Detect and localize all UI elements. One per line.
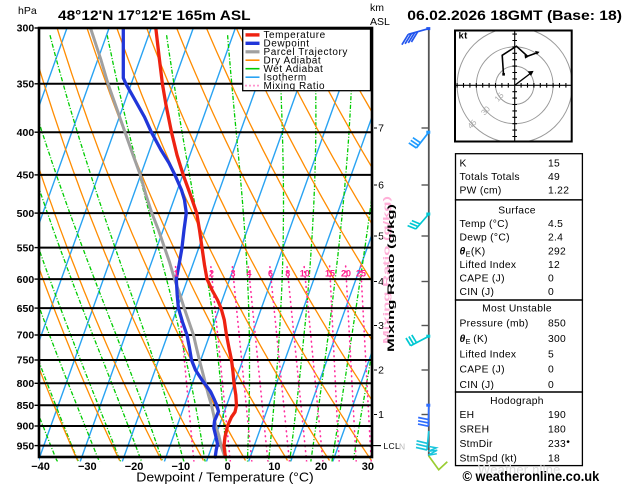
svg-text:190: 190: [548, 410, 566, 421]
svg-text:400: 400: [17, 127, 35, 139]
svg-text:6: 6: [268, 268, 273, 278]
svg-text:15: 15: [548, 159, 560, 170]
svg-text:θE(K): θE(K): [460, 246, 486, 258]
svg-text:20: 20: [315, 461, 327, 473]
svg-text:Surface: Surface: [498, 205, 536, 216]
svg-text:hPa: hPa: [18, 5, 37, 17]
svg-text:SREH: SREH: [460, 425, 490, 436]
svg-text:Lifted Index: Lifted Index: [460, 260, 517, 271]
svg-text:6: 6: [378, 180, 384, 192]
svg-text:650: 650: [17, 303, 35, 315]
svg-text:3: 3: [378, 320, 384, 332]
svg-text:8: 8: [285, 268, 290, 278]
svg-text:Pressure (mb): Pressure (mb): [460, 319, 529, 330]
svg-text:kt: kt: [459, 31, 469, 42]
svg-text:12: 12: [548, 260, 560, 271]
svg-text:49: 49: [548, 172, 560, 183]
svg-text:450: 450: [17, 170, 35, 182]
svg-text:StmSpd (kt): StmSpd (kt): [460, 453, 518, 464]
svg-text:Temp (°C): Temp (°C): [460, 219, 509, 230]
svg-text:0: 0: [225, 461, 231, 473]
svg-text:θE (K): θE (K): [460, 334, 488, 346]
svg-text:950: 950: [17, 440, 35, 452]
svg-text:−30: −30: [78, 461, 97, 473]
svg-text:−10: −10: [171, 461, 190, 473]
svg-text:Weather nline: Weather nline: [478, 462, 561, 477]
svg-text:18: 18: [548, 453, 560, 464]
svg-text:Dry Adiabat: Dry Adiabat: [264, 56, 322, 67]
svg-text:2.4: 2.4: [548, 233, 563, 244]
svg-text:CIN (J): CIN (J): [460, 287, 495, 298]
svg-text:900: 900: [17, 421, 35, 433]
svg-text:1: 1: [174, 268, 179, 278]
svg-text:LCL: LCL: [384, 441, 401, 451]
svg-text:850: 850: [17, 400, 35, 412]
svg-text:2: 2: [378, 365, 384, 377]
svg-text:0: 0: [548, 274, 554, 285]
svg-text:1.22: 1.22: [548, 186, 569, 197]
svg-text:15: 15: [325, 268, 335, 278]
svg-text:300: 300: [548, 334, 566, 345]
svg-text:10: 10: [268, 461, 280, 473]
svg-text:550: 550: [17, 242, 35, 254]
svg-text:700: 700: [17, 330, 35, 342]
svg-text:km: km: [370, 2, 384, 14]
svg-text:Mixing Ratio: Mixing Ratio: [264, 81, 326, 92]
svg-text:Mixing Ratio (g/kg): Mixing Ratio (g/kg): [386, 204, 397, 352]
svg-text:4: 4: [246, 268, 251, 278]
svg-text:5: 5: [548, 349, 554, 360]
svg-text:0: 0: [548, 380, 554, 391]
svg-text:4: 4: [378, 276, 384, 288]
svg-text:CIN (J): CIN (J): [460, 380, 495, 391]
svg-text:CAPE (J): CAPE (J): [460, 274, 505, 285]
svg-text:7: 7: [378, 123, 384, 135]
svg-text:180: 180: [548, 425, 566, 436]
svg-text:K: K: [460, 159, 467, 170]
svg-text:3: 3: [230, 268, 235, 278]
svg-text:−40: −40: [31, 461, 50, 473]
svg-text:EH: EH: [460, 410, 475, 421]
svg-text:StmDir: StmDir: [460, 439, 494, 450]
svg-text:30: 30: [362, 461, 374, 473]
svg-text:Hodograph: Hodograph: [490, 396, 544, 407]
svg-text:© weatheronline.co.uk: © weatheronline.co.uk: [463, 468, 600, 484]
svg-text:48°12'N 17°12'E 165m ASL: 48°12'N 17°12'E 165m ASL: [58, 7, 251, 23]
svg-text:292: 292: [548, 246, 566, 257]
svg-text:Isotherm: Isotherm: [264, 72, 307, 83]
svg-text:20: 20: [341, 268, 351, 278]
svg-text:1: 1: [378, 409, 384, 421]
svg-text:600: 600: [17, 274, 35, 286]
svg-text:500: 500: [17, 208, 35, 220]
svg-text:06.02.2026 18GMT (Base: 18): 06.02.2026 18GMT (Base: 18): [407, 7, 622, 23]
svg-text:Dewpoint / Temperature (°C): Dewpoint / Temperature (°C): [136, 469, 313, 484]
svg-text:0: 0: [548, 287, 554, 298]
svg-text:Totals Totals: Totals Totals: [460, 172, 520, 183]
svg-text:Most Unstable: Most Unstable: [482, 303, 552, 314]
svg-text:PW (cm): PW (cm): [460, 186, 502, 197]
svg-text:Lifted Index: Lifted Index: [460, 349, 517, 360]
svg-text:10: 10: [300, 268, 310, 278]
svg-text:ASL: ASL: [370, 16, 390, 28]
svg-text:800: 800: [17, 378, 35, 390]
svg-text:0: 0: [548, 365, 554, 376]
svg-text:850: 850: [548, 319, 566, 330]
svg-text:CAPE (J): CAPE (J): [460, 365, 505, 376]
svg-text:Temperature: Temperature: [264, 30, 326, 41]
svg-text:750: 750: [17, 355, 35, 367]
svg-text:350: 350: [17, 79, 35, 91]
svg-text:−20: −20: [125, 461, 144, 473]
svg-text:Dewpoint: Dewpoint: [264, 39, 310, 50]
svg-text:300: 300: [17, 23, 35, 35]
svg-text:Parcel Trajectory: Parcel Trajectory: [264, 47, 348, 58]
svg-text:Mixing Ratio (g/kg): Mixing Ratio (g/kg): [382, 196, 393, 344]
svg-text:2: 2: [209, 268, 214, 278]
svg-text:25: 25: [356, 268, 366, 278]
svg-text:233●: 233●: [548, 438, 570, 450]
svg-text:Dewp (°C): Dewp (°C): [460, 233, 510, 244]
svg-text:5: 5: [378, 231, 384, 243]
svg-text:4.5: 4.5: [548, 219, 563, 230]
svg-text:Wet Adiabat: Wet Adiabat: [264, 64, 324, 75]
svg-text:N: N: [399, 442, 405, 452]
